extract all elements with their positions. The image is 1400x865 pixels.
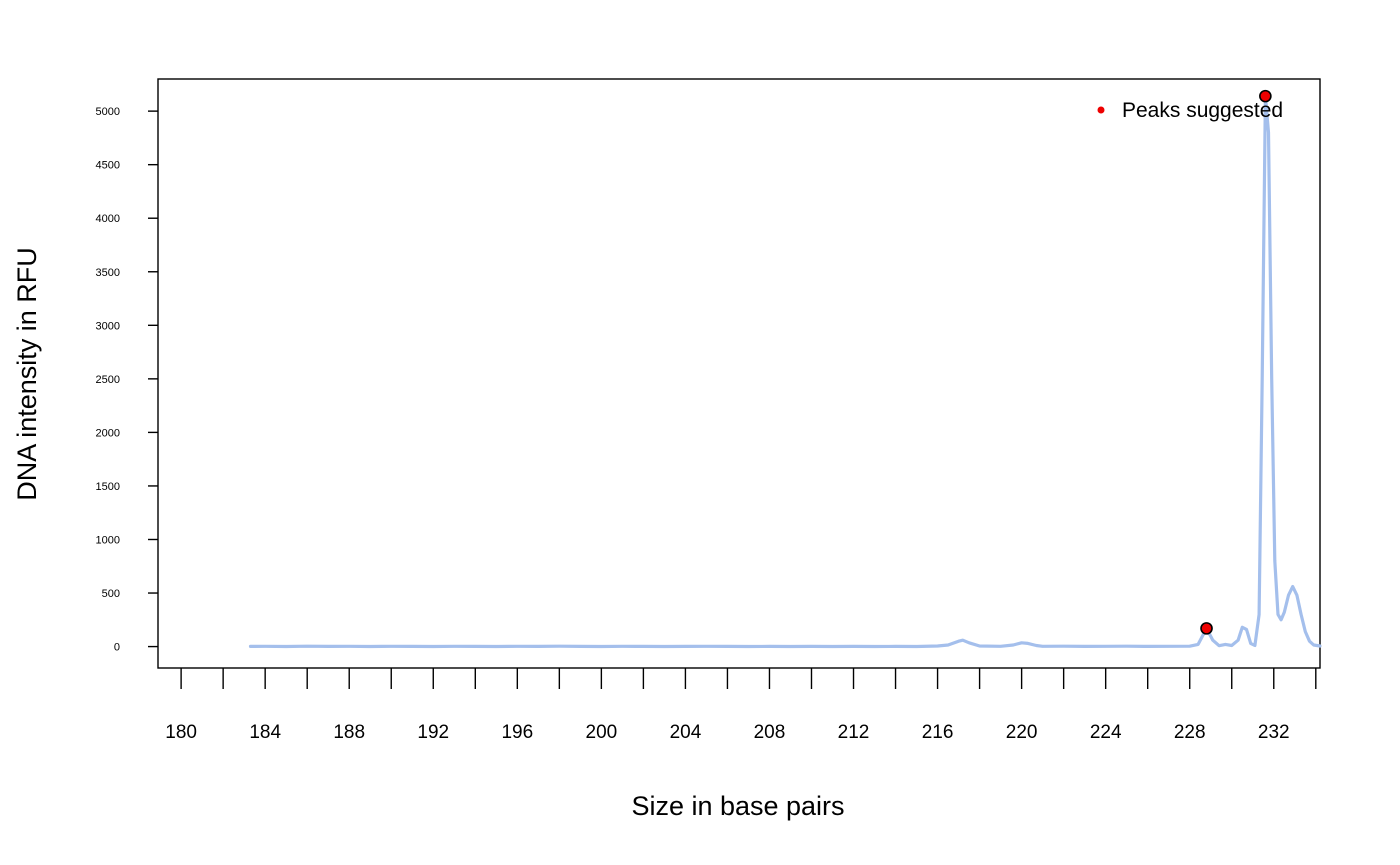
x-tick-label: 196 xyxy=(501,722,533,743)
x-tick-label: 220 xyxy=(1006,722,1038,743)
y-tick-label: 0 xyxy=(114,642,120,654)
series-line xyxy=(248,94,1322,649)
x-tick-label: 224 xyxy=(1090,722,1122,743)
x-axis: 180 184 188 192 196 200 204 208 212 216 220 224 228 2… xyxy=(165,668,1317,743)
legend-label: Peaks suggested xyxy=(1122,99,1283,122)
x-tick-label: 212 xyxy=(838,722,870,743)
peak-marker xyxy=(1259,89,1272,103)
x-axis-title: Size in base pairs xyxy=(631,791,844,821)
x-tick-label: 204 xyxy=(670,722,702,743)
x-tick-label: 188 xyxy=(333,722,365,743)
y-tick-label: 1500 xyxy=(96,481,120,493)
x-tick-label: 192 xyxy=(417,722,449,743)
y-tick-label: 3000 xyxy=(96,320,120,332)
legend: Peaks suggested xyxy=(1097,99,1283,122)
x-tick-label: 216 xyxy=(922,722,954,743)
plot-area-frame xyxy=(157,78,1321,669)
y-tick-label: 2000 xyxy=(96,427,120,439)
y-tick-label: 500 xyxy=(102,588,120,600)
x-tick-label: 180 xyxy=(165,722,197,743)
x-tick-label: 200 xyxy=(586,722,618,743)
marker-layer xyxy=(1200,89,1272,635)
x-tick-label: 232 xyxy=(1258,722,1290,743)
x-tick-label: 228 xyxy=(1174,722,1206,743)
y-axis-title: DNA intensity in RFU xyxy=(12,247,42,501)
legend-swatch xyxy=(1097,106,1105,114)
y-tick-label: 4000 xyxy=(96,213,120,225)
y-tick-label: 2500 xyxy=(96,374,120,386)
y-tick-label: 1000 xyxy=(96,534,120,546)
y-axis: 0 500 1000 1500 2000 2500 3000 3500 4000 4500 5000 xyxy=(96,106,158,654)
y-tick-label: 5000 xyxy=(96,106,120,118)
y-tick-label: 3500 xyxy=(96,267,120,279)
x-tick-label: 184 xyxy=(249,722,281,743)
x-tick-label: 208 xyxy=(754,722,786,743)
y-tick-label: 4500 xyxy=(96,160,120,172)
peak-marker xyxy=(1200,622,1213,635)
series-layer xyxy=(248,94,1322,649)
